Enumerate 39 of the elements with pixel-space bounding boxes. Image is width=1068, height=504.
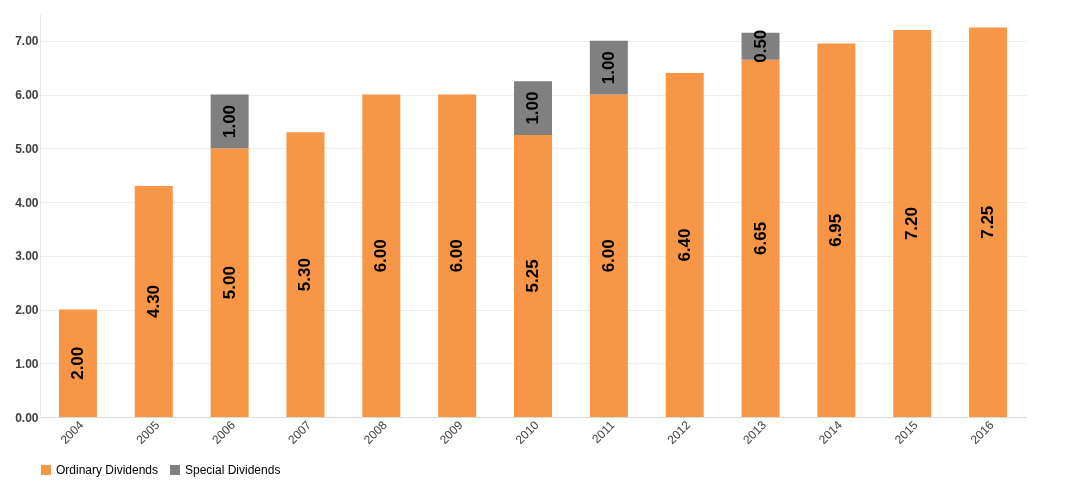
y-tick-label: 2.00: [15, 303, 39, 318]
data-label: 6.65: [750, 221, 770, 255]
data-label: 0.50: [750, 29, 770, 63]
data-label: 6.40: [674, 228, 694, 262]
legend-label: Special Dividends: [185, 463, 281, 477]
data-label: 7.25: [978, 205, 998, 239]
bar: [514, 134, 552, 417]
data-label: 5.30: [295, 258, 315, 292]
y-tick-label: 0.00: [15, 410, 39, 425]
data-label: 1.00: [219, 104, 239, 139]
data-label: 6.00: [598, 239, 618, 273]
bar: [817, 43, 856, 417]
bar: [893, 30, 932, 417]
bar: [362, 94, 401, 417]
y-tick-label: 4.00: [15, 195, 39, 210]
y-tick-label: 3.00: [15, 249, 39, 264]
y-tick-label: 7.00: [15, 34, 39, 49]
data-label: 4.30: [143, 284, 163, 319]
data-label: 6.00: [447, 239, 467, 273]
data-label: 6.95: [826, 213, 846, 247]
bar: [58, 309, 97, 417]
bar: [969, 27, 1008, 417]
bar: [286, 132, 325, 417]
data-label: 5.00: [219, 266, 239, 300]
legend-label: Ordinary Dividends: [56, 463, 159, 477]
data-label: 6.00: [371, 239, 391, 273]
bar: [438, 94, 477, 417]
data-label: 1.00: [523, 91, 542, 125]
bar: [134, 185, 173, 417]
y-tick-label: 5.00: [15, 141, 39, 156]
bar: [665, 73, 704, 417]
data-label: 2.00: [67, 346, 87, 380]
data-label: 1.00: [598, 51, 618, 85]
y-tick-label: 1.00: [15, 356, 39, 371]
data-label: 5.25: [523, 259, 542, 293]
y-tick-label: 6.00: [15, 88, 39, 103]
bar: [589, 94, 628, 417]
bar: [210, 148, 249, 417]
data-label: 7.20: [902, 207, 922, 241]
